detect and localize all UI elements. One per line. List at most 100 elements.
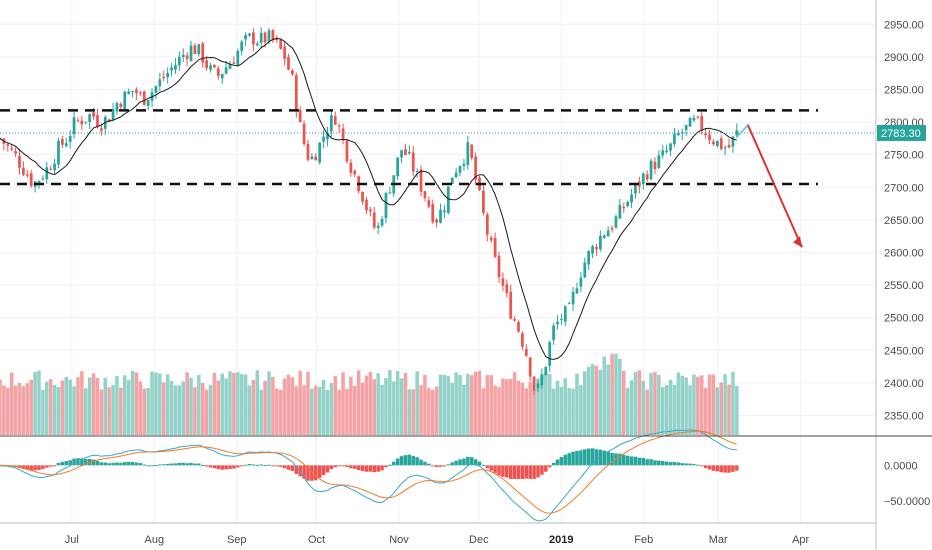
candle-body xyxy=(556,321,559,325)
candle-body xyxy=(680,132,684,134)
macd-histogram-bar xyxy=(372,465,377,473)
macd-histogram-bar xyxy=(563,454,568,466)
macd-histogram-bar xyxy=(154,464,158,466)
macd-histogram-bar xyxy=(501,465,505,477)
candle-body xyxy=(431,204,435,223)
candle-body xyxy=(575,288,579,294)
macd-histogram-bar xyxy=(430,465,435,467)
x-tick-label: Mar xyxy=(709,534,728,546)
candle-body xyxy=(193,45,197,55)
volume-bar xyxy=(586,366,591,435)
candle-body xyxy=(131,90,134,92)
candle-body xyxy=(708,134,711,141)
volume-bar xyxy=(614,353,618,435)
volume-bar xyxy=(33,371,37,435)
volume-bar xyxy=(56,387,61,435)
volume-bar xyxy=(329,383,334,435)
candle-body xyxy=(548,342,552,367)
volume-bar xyxy=(236,372,240,435)
candle-body xyxy=(657,155,661,168)
macd-histogram-bar xyxy=(505,465,509,478)
macd-histogram-bar xyxy=(571,451,575,466)
candle-body xyxy=(345,140,349,162)
candle-body xyxy=(61,138,64,145)
bounce-arrow xyxy=(736,123,750,138)
volume-bar xyxy=(430,389,435,435)
macd-histogram-bar xyxy=(150,465,154,467)
macd-histogram-bar xyxy=(247,463,252,466)
macd-histogram-bar xyxy=(337,465,341,467)
candle-body xyxy=(18,156,21,168)
macd-histogram-bar xyxy=(228,465,232,469)
volume-bar xyxy=(532,389,536,435)
volume-bar xyxy=(625,387,630,435)
candle-body xyxy=(450,177,454,184)
macd-histogram-bar xyxy=(622,454,626,466)
macd-histogram-bar xyxy=(567,453,571,466)
candle-body xyxy=(29,173,33,187)
macd-histogram-bar xyxy=(333,465,338,468)
macd-histogram-bar xyxy=(56,462,61,466)
candle-body xyxy=(45,167,49,180)
volume-bar xyxy=(664,385,669,435)
candle-body xyxy=(384,193,388,219)
macd-histogram-bar xyxy=(294,465,299,474)
volume-bar xyxy=(37,370,41,435)
candle-body xyxy=(735,130,739,136)
volume-bar xyxy=(547,373,552,435)
candle-body xyxy=(443,210,446,213)
y-tick-label: 2850.00 xyxy=(884,84,924,96)
volume-bar xyxy=(173,385,178,435)
macd-histogram-bar xyxy=(271,465,275,467)
volume-bar xyxy=(169,380,174,435)
macd-histogram-bar xyxy=(423,461,427,466)
volume-bar xyxy=(536,378,540,435)
candle-body xyxy=(665,150,669,153)
candle-body xyxy=(267,30,271,42)
volume-bar xyxy=(454,372,458,435)
macd-histogram-bar xyxy=(602,450,607,466)
volume-bar xyxy=(208,384,213,435)
macd-histogram-bar xyxy=(555,459,560,466)
candle-body xyxy=(14,151,17,154)
macd-histogram-bar xyxy=(559,457,564,466)
macd-histogram-bar xyxy=(403,455,408,466)
macd-histogram-bar xyxy=(216,465,221,470)
indicator-tick-label: 0.0000 xyxy=(884,460,918,472)
volume-bar xyxy=(95,377,100,435)
macd-histogram-bar xyxy=(434,465,439,468)
volume-bar xyxy=(119,387,123,435)
candle-body xyxy=(37,180,41,183)
candle-body xyxy=(466,142,470,165)
macd-histogram-bar xyxy=(707,465,712,470)
volume-bar xyxy=(469,375,474,435)
candle-body xyxy=(142,91,146,105)
volume-bar xyxy=(271,376,275,435)
volume-bar xyxy=(524,388,529,435)
volume-bar xyxy=(302,385,306,435)
volume-bar xyxy=(707,374,712,435)
volume-bar xyxy=(333,376,338,435)
volume-bar xyxy=(653,371,657,435)
macd-histogram-bar xyxy=(181,462,185,466)
volume-bar xyxy=(602,356,607,435)
volume-bar xyxy=(0,379,2,435)
volume-bar xyxy=(563,378,568,435)
candle-body xyxy=(435,219,438,223)
macd-histogram-bar xyxy=(68,460,72,466)
candle-body xyxy=(115,103,119,112)
macd-histogram-bar xyxy=(594,449,599,466)
volume-bar xyxy=(204,389,209,435)
y-tick-label: 2600.00 xyxy=(884,247,924,259)
macd-histogram-bar xyxy=(668,462,673,466)
volume-bar xyxy=(138,381,143,435)
candle-body xyxy=(583,262,587,278)
candle-body xyxy=(692,117,696,121)
candle-body xyxy=(517,321,520,332)
macd-histogram-bar xyxy=(91,459,96,466)
macd-histogram-bar xyxy=(590,448,595,466)
volume-bar xyxy=(571,388,575,435)
candle-body xyxy=(634,183,637,194)
macd-histogram-bar xyxy=(267,464,271,466)
x-tick-label: Nov xyxy=(389,534,409,546)
